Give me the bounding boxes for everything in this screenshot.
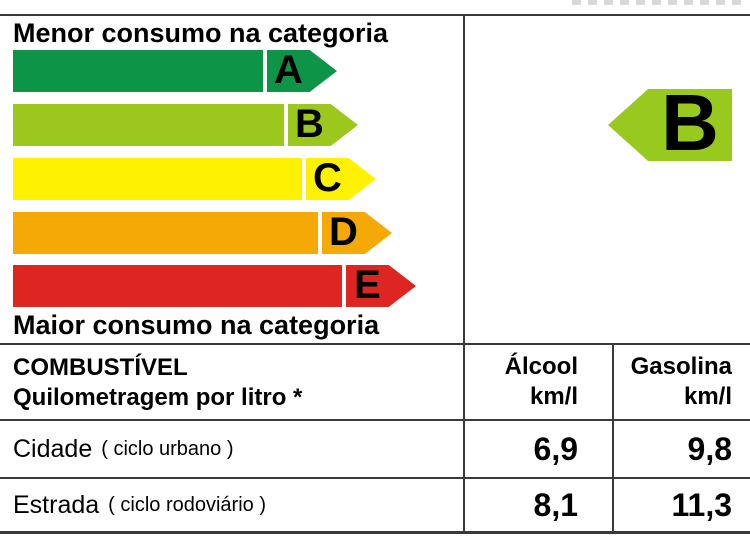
city-label: Cidade xyxy=(13,434,93,463)
class-e-letter: E xyxy=(354,263,381,307)
class-a-arrow-icon: A xyxy=(267,50,337,92)
highway-alcool-value: 8,1 xyxy=(463,477,612,531)
class-c-bar xyxy=(13,158,302,200)
rating-letter: B xyxy=(661,78,719,167)
class-e-arrow-icon: E xyxy=(346,265,416,307)
class-d-bar xyxy=(13,212,318,254)
highest-consumption-caption: Maior consumo na categoria xyxy=(13,310,380,340)
table-header-fuel: COMBUSTÍVEL Quilometragem por litro * xyxy=(0,345,463,419)
city-sublabel: ( ciclo urbano ) xyxy=(101,437,234,460)
scale-row: A xyxy=(13,50,337,92)
table-header-gasolina: Gasolina km/l xyxy=(612,345,750,419)
fuel-header-line2: Quilometragem por litro * xyxy=(13,384,303,411)
fuel-consumption-table: COMBUSTÍVEL Quilometragem por litro * Ál… xyxy=(0,343,750,534)
highway-gasolina-value: 11,3 xyxy=(612,477,750,531)
rating-arrow-left-icon: B xyxy=(608,89,732,161)
class-d-arrow-icon: D xyxy=(322,212,392,254)
alcool-header-unit: km/l xyxy=(529,383,578,410)
section-divider xyxy=(463,14,465,343)
gasolina-header-unit: km/l xyxy=(683,383,732,410)
city-alcool-value: 6,9 xyxy=(463,419,612,477)
gasolina-header-name: Gasolina xyxy=(630,353,732,380)
class-a-bar xyxy=(13,50,263,92)
class-b-letter: B xyxy=(295,102,324,146)
table-row-highway-label: Estrada ( ciclo rodoviário ) xyxy=(0,477,463,531)
class-d-letter: D xyxy=(329,210,358,254)
fuel-header-line1: COMBUSTÍVEL xyxy=(13,354,188,381)
scale-row: C xyxy=(13,158,376,200)
highway-label: Estrada xyxy=(13,490,100,519)
highway-sublabel: ( ciclo rodoviário ) xyxy=(108,493,266,516)
scale-row: B xyxy=(13,104,358,146)
class-a-letter: A xyxy=(274,48,303,92)
lowest-consumption-caption: Menor consumo na categoria xyxy=(13,18,389,48)
alcool-header-name: Álcool xyxy=(504,353,578,380)
cropped-text-remnant xyxy=(572,0,748,5)
class-b-bar xyxy=(13,104,284,146)
class-b-arrow-icon: B xyxy=(288,104,358,146)
scale-row: E xyxy=(13,265,416,307)
city-gasolina-value: 9,8 xyxy=(612,419,750,477)
scale-row: D xyxy=(13,212,392,254)
class-c-letter: C xyxy=(313,156,342,200)
top-rule xyxy=(0,14,750,16)
table-header-alcool: Álcool km/l xyxy=(463,345,612,419)
class-c-arrow-icon: C xyxy=(306,158,376,200)
table-row-city-label: Cidade ( ciclo urbano ) xyxy=(0,419,463,477)
class-e-bar xyxy=(13,265,342,307)
